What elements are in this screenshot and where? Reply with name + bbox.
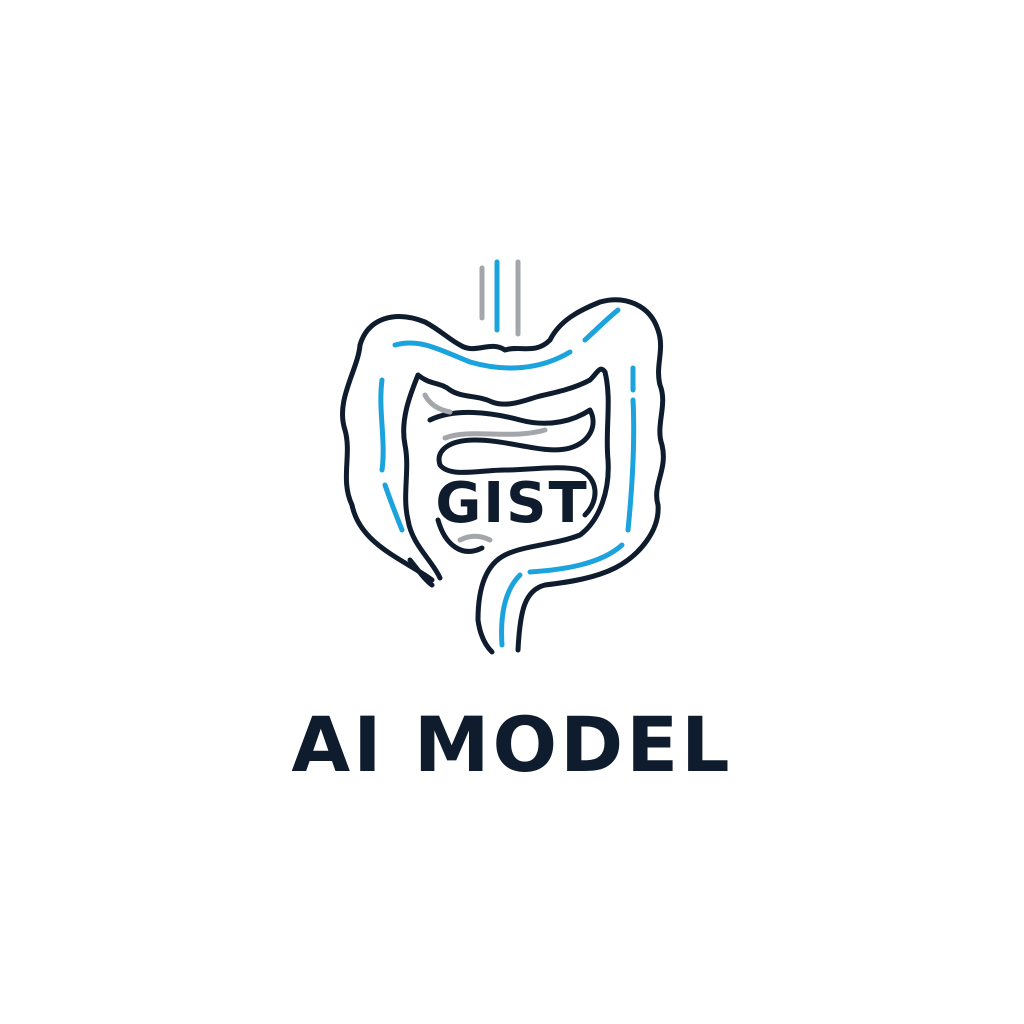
small-intestine-coils <box>407 392 598 588</box>
colon-accent-dashes <box>378 307 637 648</box>
colon-inner-outline <box>401 366 611 655</box>
colon-outer-outline <box>340 297 666 653</box>
gist-label: GIST <box>435 471 588 536</box>
esophagus-lines <box>479 259 521 337</box>
ai-model-wordmark: AI MODEL <box>291 700 733 789</box>
